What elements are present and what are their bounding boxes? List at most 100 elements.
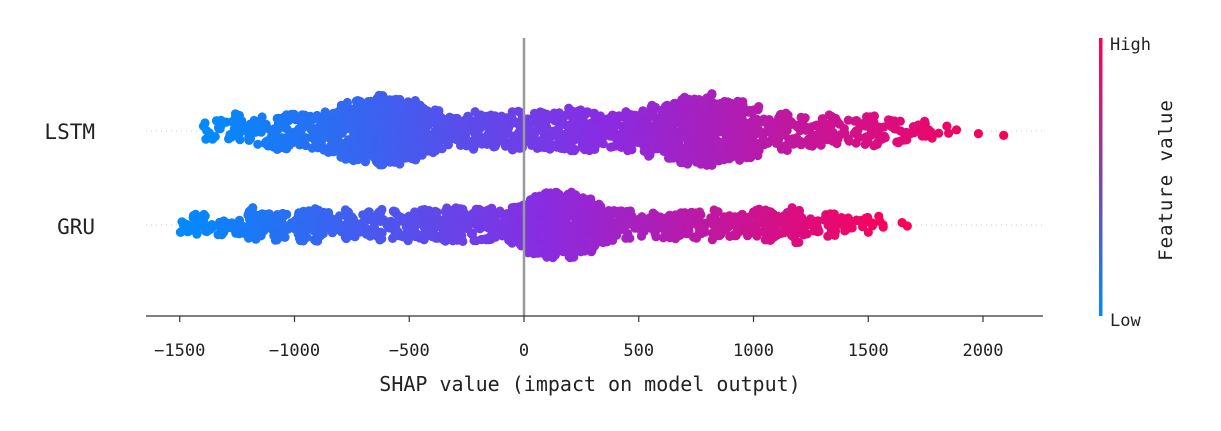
dot-lstm	[696, 125, 706, 135]
dot-gru	[732, 226, 742, 236]
dot-gru	[365, 231, 375, 241]
dot-lstm	[716, 127, 726, 137]
dot-lstm	[921, 131, 931, 141]
dot-gru	[847, 223, 857, 233]
dot-lstm	[459, 120, 469, 130]
dot-lstm	[386, 147, 396, 157]
dot-lstm	[347, 146, 357, 156]
dot-gru	[248, 217, 258, 227]
dot-gru	[575, 244, 585, 255]
dot-lstm	[305, 119, 315, 129]
dot-lstm	[567, 143, 577, 153]
dot-gru	[375, 227, 386, 237]
dot-lstm	[609, 111, 619, 121]
dot-lstm	[469, 128, 479, 138]
dot-lstm	[764, 127, 775, 137]
x-tick-label: 1000	[733, 341, 774, 361]
dot-gru	[362, 211, 372, 221]
dot-gru	[809, 226, 819, 236]
dot-gru	[651, 232, 661, 242]
dot-lstm	[508, 137, 518, 148]
dot-lstm	[744, 129, 754, 139]
dot-gru	[434, 220, 444, 230]
dot-gru	[555, 224, 565, 235]
dot-gru	[507, 203, 517, 213]
dot-gru	[298, 236, 308, 246]
dot-lstm	[397, 142, 407, 152]
dot-lstm	[533, 120, 543, 130]
dot-lstm	[826, 120, 837, 130]
dot-gru	[258, 217, 268, 227]
dot-lstm	[715, 144, 725, 154]
dot-lstm	[257, 112, 267, 122]
dot-gru	[776, 213, 786, 223]
dot-gru	[606, 231, 617, 241]
dot-gru	[327, 228, 337, 238]
dot-lstm	[772, 117, 783, 127]
dot-lstm	[689, 151, 699, 161]
dot-gru	[444, 212, 454, 222]
dot-lstm	[253, 123, 263, 133]
dot-gru	[417, 205, 427, 215]
dot-lstm	[598, 139, 608, 149]
dot-lstm	[533, 141, 543, 151]
dot-lstm	[553, 111, 563, 121]
dot-lstm	[695, 141, 705, 151]
x-tick-label: 0	[519, 341, 529, 361]
dot-gru	[430, 212, 441, 222]
dot-lstm	[468, 144, 479, 154]
dot-gru	[642, 218, 652, 229]
dot-lstm	[790, 120, 800, 130]
dot-lstm	[709, 101, 719, 111]
dot-lstm	[575, 120, 585, 130]
dot-lstm	[436, 143, 446, 153]
dot-lstm	[382, 133, 392, 143]
dot-gru	[744, 215, 754, 225]
dot-gru	[567, 235, 577, 245]
dot-lstm	[316, 131, 326, 142]
dot-gru	[671, 231, 682, 241]
dot-lstm	[869, 141, 879, 151]
dot-lstm	[754, 138, 765, 149]
dot-gru	[621, 233, 631, 243]
dot-lstm	[877, 134, 887, 144]
dot-gru	[794, 208, 804, 218]
dot-lstm	[973, 129, 984, 139]
dot-gru	[609, 219, 620, 229]
dot-lstm	[640, 144, 650, 154]
dot-lstm	[342, 117, 352, 127]
dot-lstm	[859, 118, 869, 128]
dot-lstm	[879, 122, 889, 132]
dot-gru	[661, 219, 671, 229]
dot-lstm	[620, 120, 630, 131]
dot-gru	[556, 232, 566, 242]
dot-gru	[569, 227, 580, 237]
dot-lstm	[772, 132, 782, 142]
dot-lstm	[645, 109, 656, 119]
dot-gru	[458, 204, 468, 214]
dot-gru	[293, 210, 303, 220]
dot-lstm	[759, 116, 769, 126]
dot-gru	[398, 232, 408, 242]
dot-lstm	[895, 116, 905, 126]
dot-gru	[684, 229, 694, 239]
dot-gru	[205, 224, 216, 234]
dot-gru	[823, 220, 833, 230]
dot-lstm	[729, 151, 740, 161]
dot-lstm	[211, 116, 222, 126]
dot-lstm	[723, 135, 733, 145]
dot-lstm	[365, 137, 375, 148]
dot-gru	[700, 227, 710, 237]
dot-gru	[295, 219, 305, 229]
dot-gru	[279, 220, 290, 230]
dot-lstm	[413, 111, 423, 121]
dot-lstm	[320, 111, 330, 121]
dot-gru	[278, 208, 288, 219]
dot-lstm	[476, 111, 486, 121]
dot-lstm	[831, 113, 841, 124]
dot-gru	[293, 229, 303, 239]
dot-gru	[734, 212, 745, 222]
dot-lstm	[494, 131, 504, 141]
dot-gru	[825, 209, 835, 219]
dot-gru	[535, 211, 546, 221]
